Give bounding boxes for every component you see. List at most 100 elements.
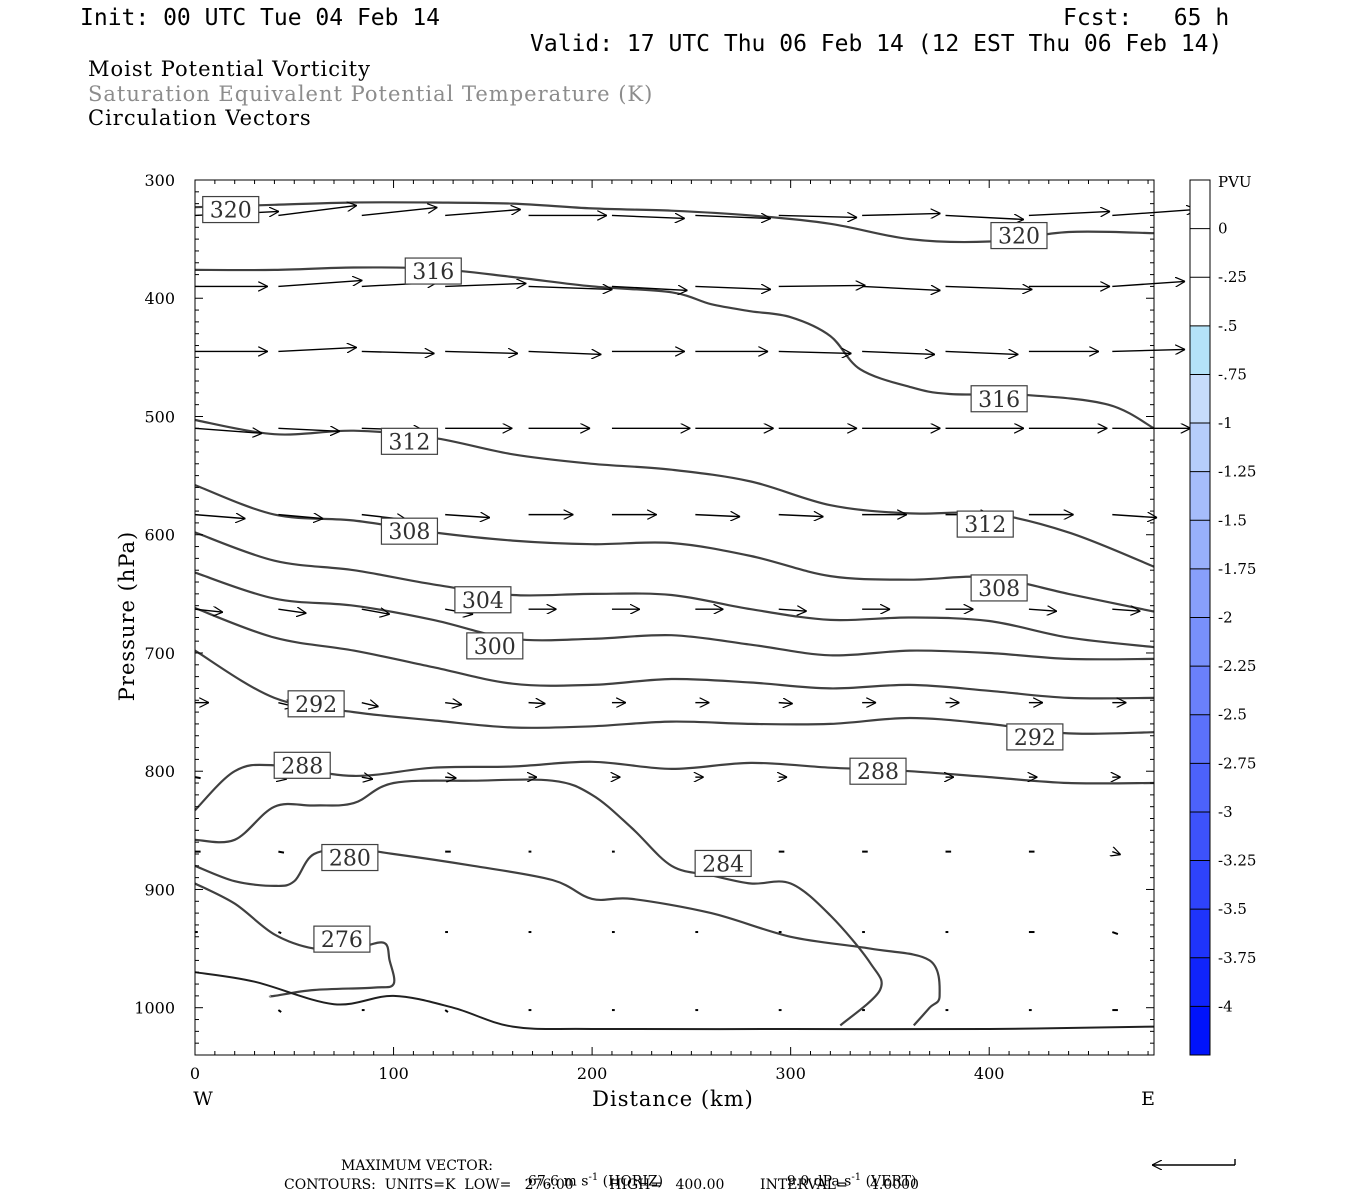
x-axis-label: Distance (km) xyxy=(592,1087,754,1111)
contour-284 xyxy=(194,778,883,1027)
circulation-vector xyxy=(445,283,526,286)
horiz-exponent: -1 xyxy=(588,1172,599,1183)
contour-label-box xyxy=(970,385,1028,413)
colorbar-box xyxy=(1190,811,1210,861)
circulation-vector xyxy=(778,285,866,286)
circulation-vector xyxy=(695,286,771,289)
circulation-vector xyxy=(361,207,438,217)
y-tick-label: 500 xyxy=(144,407,175,426)
contour-300 xyxy=(194,571,1155,661)
circulation-vector xyxy=(778,351,852,353)
contour-label-box xyxy=(273,751,331,779)
vert-exponent: -1 xyxy=(851,1172,862,1183)
circulation-vector xyxy=(194,515,245,519)
circulation-vector xyxy=(1112,281,1185,288)
contour-label: 320 xyxy=(202,195,260,224)
circulation-vector xyxy=(361,703,379,707)
contour-label-text: 320 xyxy=(998,225,1040,250)
colorbar-label: -.75 xyxy=(1218,365,1247,383)
forecast-hour: Fcst: 65 h xyxy=(1063,5,1230,31)
pv-patch xyxy=(588,845,628,862)
contour-label: 320 xyxy=(990,221,1048,250)
contour-label: 300 xyxy=(466,632,524,660)
circulation-vector xyxy=(695,215,771,218)
x-tick-label: 300 xyxy=(775,1064,806,1083)
y-tick-label: 1000 xyxy=(134,999,175,1018)
circulation-vector xyxy=(1028,211,1110,215)
colorbar-label: -2.75 xyxy=(1218,754,1256,772)
colorbar-box xyxy=(1190,1006,1210,1055)
contour-label-text: 300 xyxy=(474,635,516,660)
colorbar-label: -4 xyxy=(1218,997,1233,1015)
contour-label-text: 312 xyxy=(964,513,1006,538)
colorbar-box xyxy=(1190,520,1210,569)
contour-label: 292 xyxy=(287,690,345,718)
title-thetaes: Saturation Equivalent Potential Temperat… xyxy=(88,82,654,106)
max-vector-horiz: 67.6 m s-1 (HORIZ) xyxy=(519,1159,663,1189)
circulation-vector xyxy=(194,609,223,612)
contour-label-text: 312 xyxy=(388,430,430,455)
colorbar-label: -.5 xyxy=(1218,317,1237,335)
circulation-vector xyxy=(778,703,793,704)
colorbar-label: -2 xyxy=(1218,609,1233,627)
contour-296 xyxy=(194,606,1155,700)
x-tick-label: 100 xyxy=(378,1064,409,1083)
y-tick-label: 800 xyxy=(144,762,175,781)
colorbar-label: -3.25 xyxy=(1218,852,1256,870)
colorbar-label: -3.5 xyxy=(1218,900,1247,918)
contour-label-text: 308 xyxy=(388,520,430,545)
max-vector-label: MAXIMUM VECTOR: xyxy=(341,1158,493,1174)
contour-label: 288 xyxy=(273,751,331,779)
contour-label-box xyxy=(849,757,907,785)
circulation-vector xyxy=(278,347,356,351)
colorbar-box xyxy=(1190,471,1210,521)
circulation-vector xyxy=(778,515,824,517)
contour-label-text: 304 xyxy=(462,589,504,614)
contour-label-box xyxy=(202,195,260,224)
circulation-vector xyxy=(528,351,602,354)
colorbar-box xyxy=(1190,568,1210,618)
circulation-vector xyxy=(278,850,285,854)
circulation-vector xyxy=(445,777,456,778)
circulation-vector xyxy=(862,213,940,215)
colorbar: 0 -.25 -.5 -.75 -1 -1.25 -1.5 -1.75 -2 -2.25 -2.5 -… xyxy=(1189,179,1256,1056)
circulation-vector xyxy=(1112,349,1185,351)
colorbar-box xyxy=(1190,423,1210,472)
contour-312 xyxy=(194,418,1155,568)
contour-label-box xyxy=(313,925,371,953)
title-vectors: Circulation Vectors xyxy=(88,106,312,130)
terrain-line xyxy=(194,971,1155,1031)
contour-label-text: 288 xyxy=(281,754,323,779)
contour-276 xyxy=(194,882,396,998)
contour-label-box xyxy=(990,221,1048,250)
y-tick-label: 300 xyxy=(144,171,175,190)
init-time: Init: 00 UTC Tue 04 Feb 14 xyxy=(80,5,441,31)
vert-unit: (VERT) xyxy=(865,1173,917,1190)
colorbar-label: -1.75 xyxy=(1218,560,1256,578)
colorbar-label: -3 xyxy=(1218,803,1233,821)
contour-label-text: 292 xyxy=(295,693,337,718)
horiz-unit: (HORIZ) xyxy=(602,1173,664,1190)
colorbar-box xyxy=(1190,277,1210,326)
y-tick-label: 600 xyxy=(144,526,175,545)
contour-304 xyxy=(194,531,1155,649)
y-axis-label: Pressure (hPa) xyxy=(115,531,139,701)
axis-layer: 300 400 500 600 700 800 900 1000 0 100 200 300 400 xyxy=(134,171,1155,1083)
contour-label-box xyxy=(970,574,1028,602)
circulation-vector xyxy=(278,428,340,431)
contour-label-text: 288 xyxy=(857,760,899,785)
colorbar-box xyxy=(1190,714,1210,764)
circulation-vector xyxy=(862,286,940,290)
x-tick-label: 0 xyxy=(190,1064,200,1083)
title-mpv: Moist Potential Vorticity xyxy=(88,57,371,81)
circulation-vector xyxy=(778,215,857,217)
vert-value: 9.0 dPa s xyxy=(786,1173,852,1190)
y-tick-label: 700 xyxy=(144,644,175,663)
colorbar-label: -1.25 xyxy=(1218,463,1256,481)
contour-label-text: 280 xyxy=(329,847,371,872)
reference-vector-arrow xyxy=(1152,1159,1236,1165)
circulation-vector xyxy=(528,286,613,289)
colorbar-box xyxy=(1190,325,1210,375)
contour-label: 292 xyxy=(1006,723,1064,751)
